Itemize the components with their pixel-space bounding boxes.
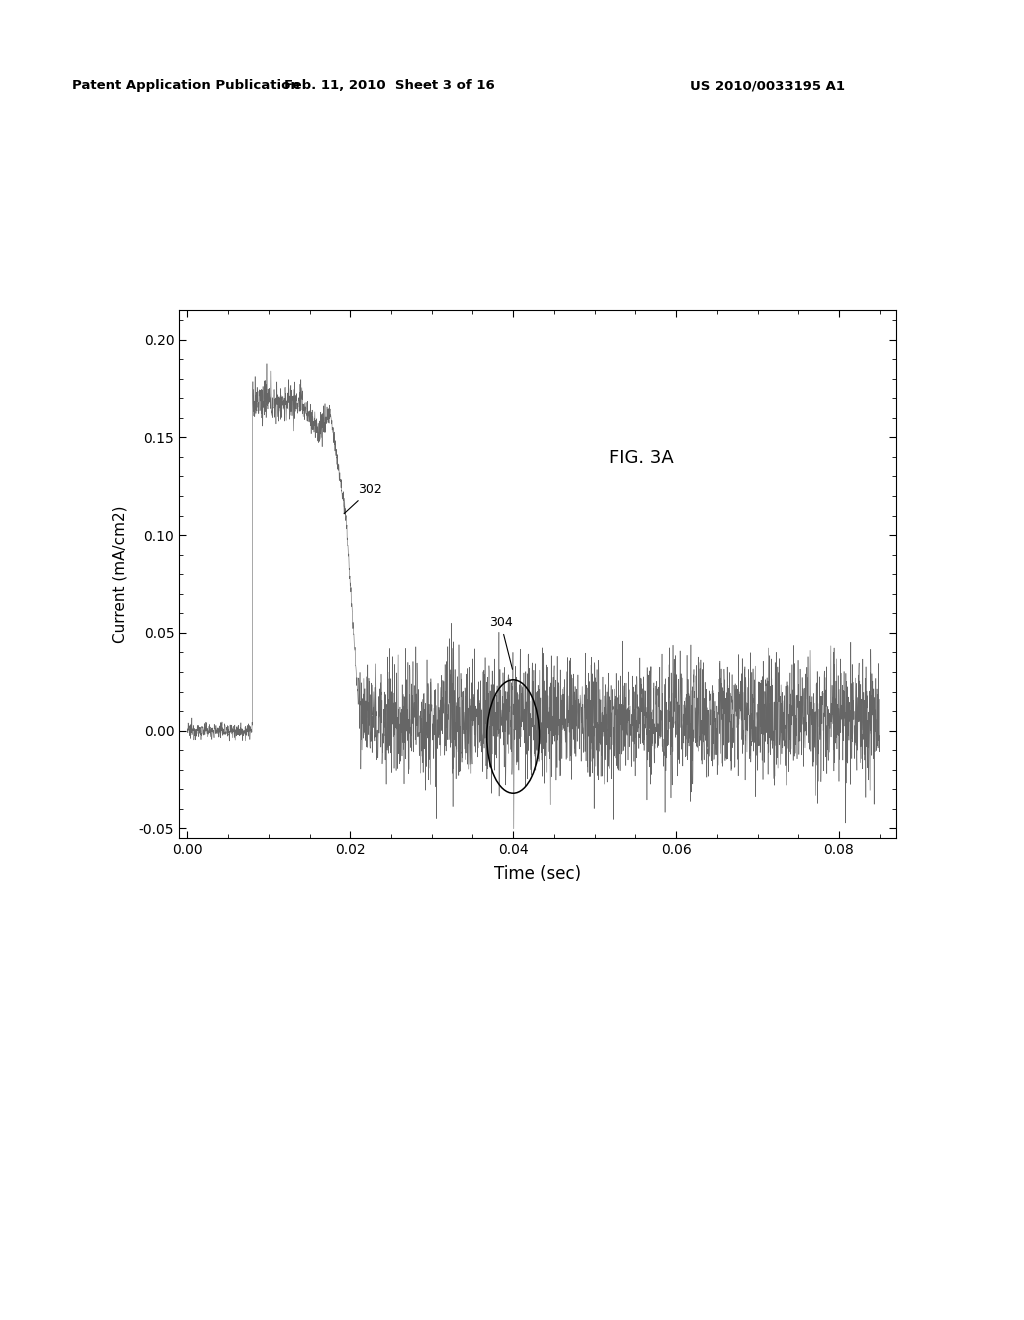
Text: Patent Application Publication: Patent Application Publication (72, 79, 299, 92)
Text: FIG. 3A: FIG. 3A (609, 449, 674, 467)
X-axis label: Time (sec): Time (sec) (494, 866, 582, 883)
Text: US 2010/0033195 A1: US 2010/0033195 A1 (690, 79, 846, 92)
Text: 304: 304 (488, 616, 512, 669)
Y-axis label: Current (mA/cm2): Current (mA/cm2) (113, 506, 128, 643)
Text: Feb. 11, 2010  Sheet 3 of 16: Feb. 11, 2010 Sheet 3 of 16 (284, 79, 495, 92)
Text: 302: 302 (344, 483, 382, 513)
